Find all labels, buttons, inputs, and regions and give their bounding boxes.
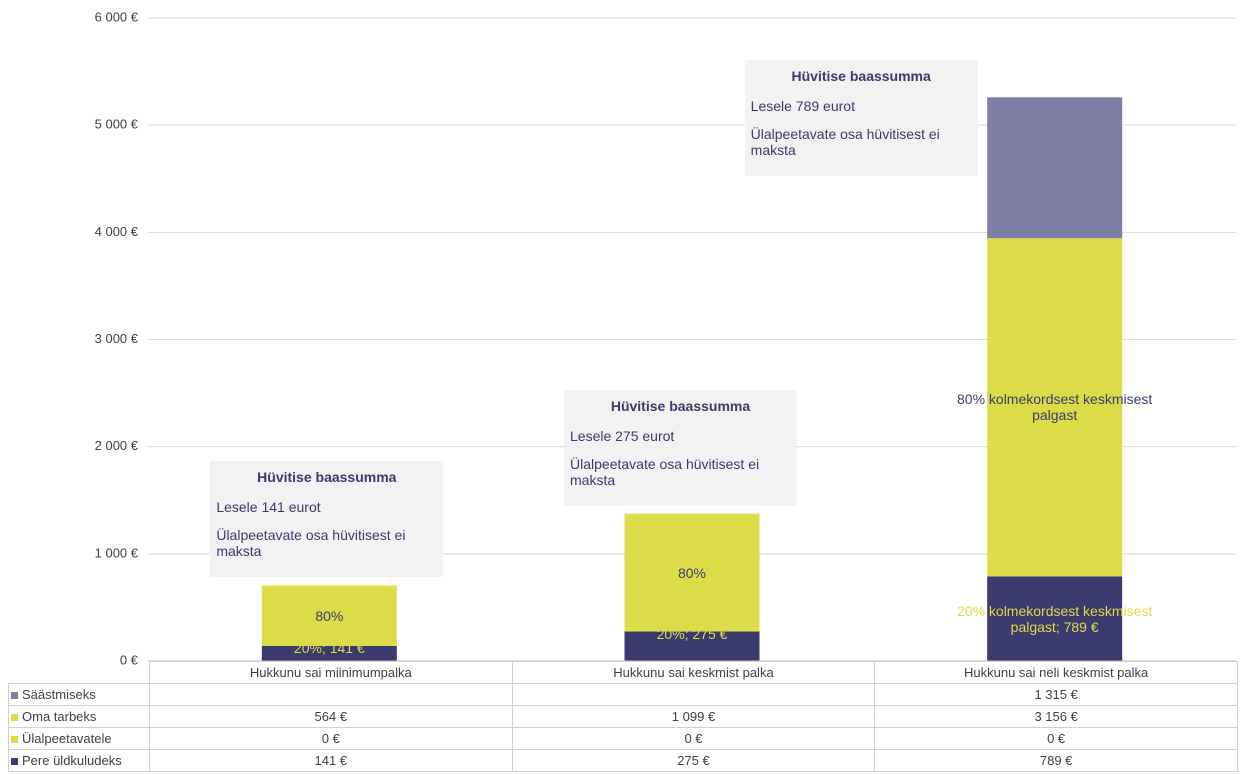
- annotation: Hüvitise baassumma Lesele 141 eurot Ülalpe…: [210, 461, 444, 578]
- bar-segment: [987, 576, 1123, 661]
- annotation-title: Hüvitise baassumma: [791, 68, 931, 85]
- table-value: 275 €: [511, 749, 876, 772]
- legend-label: Oma tarbeks: [22, 709, 97, 724]
- y-tick-label: 6 000 €: [95, 9, 139, 24]
- table-row: Pere üldkuludeks 141 €275 €789 €: [8, 749, 1238, 772]
- table-value: [149, 683, 513, 706]
- annotation-line: Lesele 275 eurot: [570, 427, 675, 444]
- x-tick-label: Hukkunu sai neli keskmist palka: [874, 661, 1238, 684]
- bar-segment: [624, 513, 760, 632]
- y-tick-label: 1 000 €: [95, 545, 139, 560]
- table-value: 3 156 €: [874, 705, 1238, 728]
- y-tick-label: 4 000 €: [95, 224, 139, 239]
- legend-swatch: [11, 714, 18, 721]
- legend-label: Säästmiseks: [22, 687, 96, 702]
- legend-swatch: [11, 692, 18, 699]
- y-tick-label: 5 000 €: [95, 117, 139, 132]
- legend-label: Ülalpeetavatele: [22, 731, 112, 746]
- annotation: Hüvitise baassumma Lesele 275 eurot Ülalpe…: [564, 389, 797, 506]
- table-value: [511, 683, 876, 706]
- table-value: 0 €: [874, 727, 1238, 750]
- segment-label: 80%: [315, 607, 344, 624]
- annotation-line: Lesele 141 eurot: [216, 499, 321, 516]
- segment-label: 80%: [677, 564, 707, 581]
- x-tick-label: Hukkunu sai miinimumpalka: [149, 661, 513, 684]
- segment-label: 20%; 275 €: [656, 625, 728, 642]
- table-value: 0 €: [149, 727, 513, 750]
- table-corner: [9, 662, 150, 684]
- segment-label: 20%; 141 €: [293, 639, 365, 656]
- annotation-line: Ülalpeetavate osa hüvitisest ei maksta: [216, 527, 406, 560]
- annotation-line: Ülalpeetavate osa hüvitisest ei maksta: [750, 126, 940, 159]
- table-row: Ülalpeetavatele 0 €0 €0 €: [8, 727, 1238, 750]
- bar-segment: [987, 238, 1123, 577]
- table-value: 0 €: [511, 727, 876, 750]
- table-value: 1 099 €: [511, 705, 876, 728]
- legend-swatch: [11, 736, 18, 743]
- y-tick-label: 2 000 €: [95, 438, 139, 453]
- table-row: Hukkunu sai miinimumpalka Hukkunu sai kes…: [9, 661, 1238, 684]
- bar-segment: [261, 585, 397, 646]
- annotation-title: Hüvitise baassumma: [610, 397, 751, 414]
- data-table: Hukkunu sai miinimumpalka Hukkunu sai kes…: [8, 661, 1238, 772]
- table-value: 141 €: [149, 749, 513, 772]
- segment-label: 80% kolmekordsest keskmisest palgast: [957, 391, 1153, 424]
- annotation-line: Lesele 789 eurot: [750, 98, 855, 115]
- table-row: Säästmiseks 1 315 €: [8, 683, 1238, 706]
- legend-swatch: [11, 758, 18, 765]
- bar-segment: [987, 97, 1123, 239]
- legend-entry: Oma tarbeks: [8, 705, 150, 728]
- table-value: 564 €: [149, 705, 513, 728]
- table-value: 789 €: [874, 749, 1238, 772]
- legend-entry: Pere üldkuludeks: [8, 749, 150, 772]
- legend-entry: Ülalpeetavatele: [8, 727, 150, 750]
- table-row: Oma tarbeks 564 €1 099 €3 156 €: [8, 705, 1238, 728]
- y-tick-label: 3 000 €: [95, 331, 139, 346]
- annotation-title: Hüvitise baassumma: [257, 469, 397, 486]
- legend-entry: Säästmiseks: [8, 683, 150, 706]
- annotation-line: Ülalpeetavate osa hüvitisest ei maksta: [570, 455, 760, 488]
- bar-segment: [624, 631, 760, 661]
- y-tick-label: 0 €: [120, 652, 139, 667]
- bar-segment: [261, 645, 397, 661]
- legend-label: Pere üldkuludeks: [22, 753, 122, 768]
- segment-label: 20% kolmekordsest keskmisest palgast; 78…: [957, 602, 1153, 635]
- annotation: Hüvitise baassumma Lesele 789 eurot Ülalpe…: [744, 60, 978, 177]
- table-value: 1 315 €: [874, 683, 1238, 706]
- x-tick-label: Hukkunu sai keskmist palka: [511, 661, 876, 684]
